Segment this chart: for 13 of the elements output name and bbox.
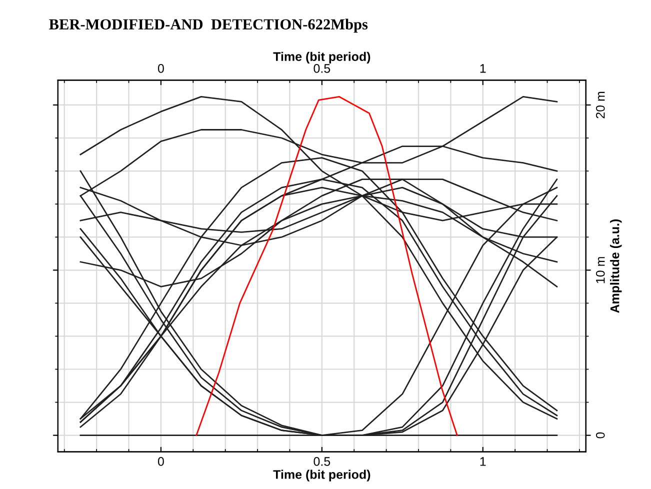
y-tick-label: 20 m bbox=[596, 92, 605, 118]
x2-tick-label: 0.5 bbox=[314, 64, 330, 73]
x2-tick-label: 0 bbox=[158, 64, 164, 73]
x-tick-label: 0.5 bbox=[314, 457, 330, 466]
x2-axis-title: Time (bit period) bbox=[273, 52, 370, 64]
y-axis-title: Amplitude (a.u.) bbox=[610, 219, 622, 313]
x-axis-title: Time (bit period) bbox=[273, 470, 370, 482]
chart-title: BER-MODIFIED-AND DETECTION-622Mbps bbox=[49, 18, 368, 33]
y-tick-label: 10 m bbox=[596, 257, 605, 284]
x-tick-label: 0 bbox=[158, 457, 164, 466]
x2-tick-label: 1 bbox=[480, 64, 486, 73]
y-tick-label: 0 bbox=[596, 432, 605, 438]
x-tick-label: 1 bbox=[480, 457, 486, 466]
